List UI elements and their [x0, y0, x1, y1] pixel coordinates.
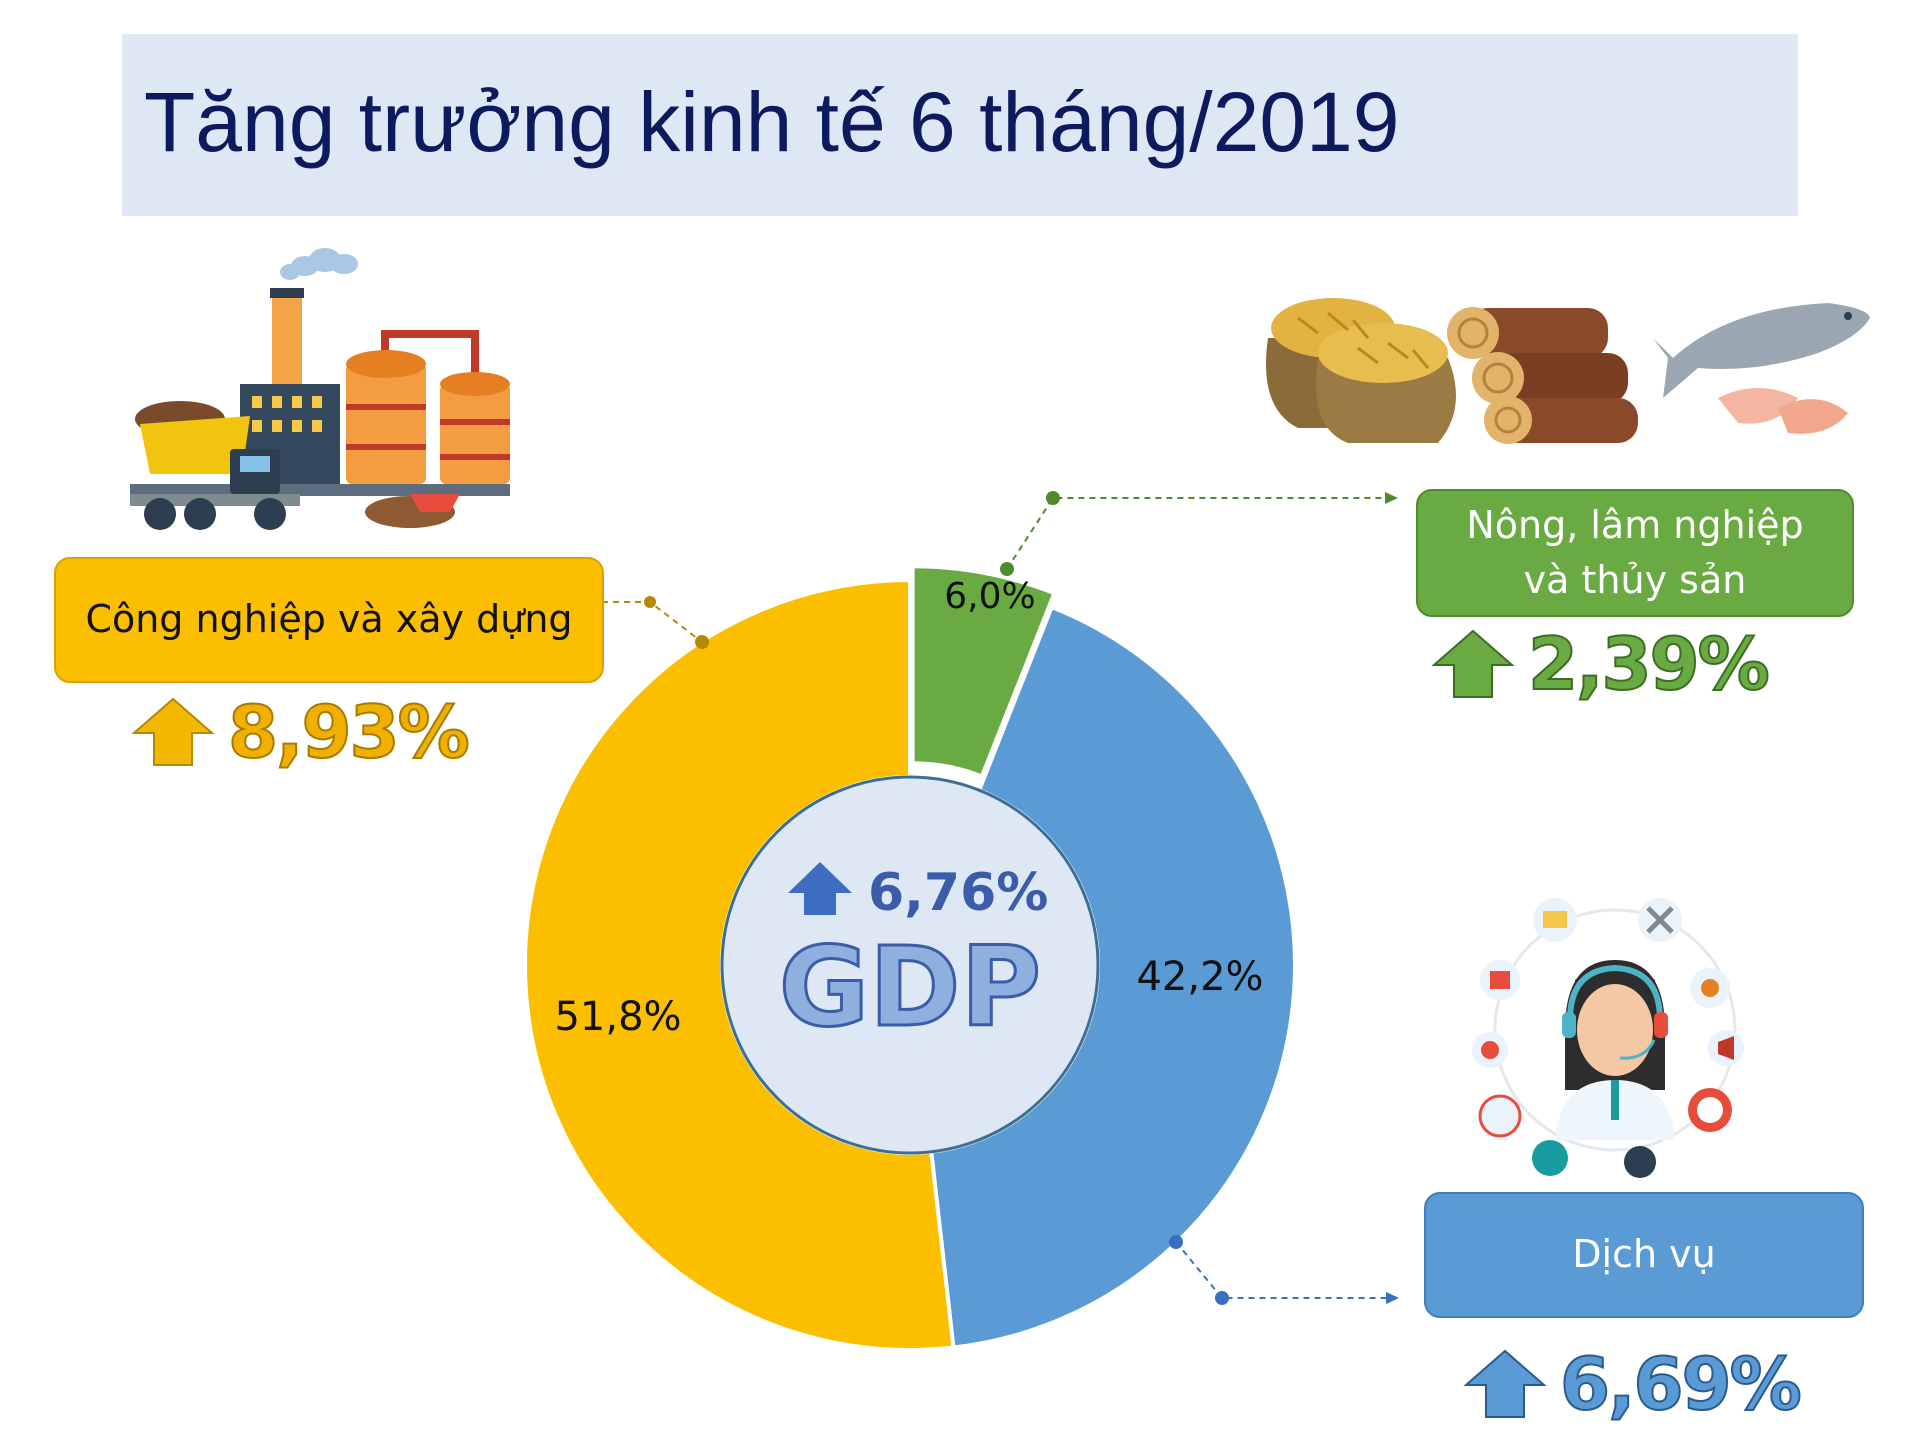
leader-dot-agriculture-mid: [1046, 491, 1060, 505]
service-icon-ring: [1472, 898, 1744, 1178]
title-band: Tăng trưởng kinh tế 6 tháng/2019: [122, 34, 1798, 216]
sector-box-industry: Công nghiệp và xây dựng: [54, 557, 604, 683]
leader-dot-service-mid: [1215, 1291, 1229, 1305]
growth-value-agriculture: 2,39%: [1527, 621, 1771, 707]
center-gdp-label: GDP: [779, 923, 1041, 1051]
up-arrow-icon: [131, 697, 215, 766]
call-center-service-illustration: [1472, 898, 1744, 1178]
sector-name-service: Dịch vụ: [1572, 1232, 1716, 1277]
growth-service: 6,69%: [1462, 1341, 1803, 1427]
growth-industry: 8,93%: [130, 689, 471, 775]
up-arrow-icon: [1463, 1349, 1547, 1418]
leader-dot-agriculture: [1000, 562, 1014, 576]
rice-sacks-icon: [1266, 298, 1456, 443]
sector-box-service: Dịch vụ: [1424, 1192, 1864, 1318]
slice-label-industry: 51,8%: [554, 994, 681, 1040]
leader-line-agriculture: [1006, 497, 1385, 570]
slice-label-service: 42,2%: [1136, 954, 1263, 1000]
sector-box-agriculture: Nông, lâm nghiệp và thủy sản: [1416, 489, 1854, 617]
leader-dot-service: [1169, 1235, 1183, 1249]
fish-shrimp-icon: [1653, 303, 1870, 434]
up-arrow-icon: [788, 862, 852, 915]
leader-dot-industry-end: [695, 635, 709, 649]
center-growth-value: 6,76%: [868, 863, 1048, 923]
operator-avatar: [1555, 960, 1675, 1140]
center-growth: 6,76%: [788, 862, 1048, 923]
growth-value-service: 6,69%: [1559, 1341, 1803, 1427]
slice-label-agriculture: 6,0%: [944, 576, 1035, 617]
smoke-cloud-icon: [280, 248, 358, 280]
donut-slice-agriculture: [910, 564, 1057, 780]
sector-name-agriculture-line1: Nông, lâm nghiệp: [1466, 502, 1804, 547]
leader-arrowhead-agriculture: [1385, 492, 1398, 504]
agriculture-forestry-fishery-illustration: [1266, 298, 1870, 444]
sector-name-agriculture-line2: và thủy sản: [1523, 558, 1747, 602]
up-arrow-icon: [1431, 629, 1515, 698]
sector-name-industry: Công nghiệp và xây dựng: [85, 597, 573, 642]
leader-arrowhead-service: [1386, 1292, 1399, 1304]
leader-dot-industry: [644, 596, 656, 608]
leader-line-industry: [602, 601, 703, 643]
growth-agriculture: 2,39%: [1430, 621, 1771, 707]
growth-value-industry: 8,93%: [227, 689, 471, 775]
leader-line-service: [1175, 1241, 1386, 1299]
timber-logs-icon: [1447, 307, 1638, 444]
factory-illustration: [130, 248, 510, 530]
page-title: Tăng trưởng kinh tế 6 tháng/2019: [144, 75, 1400, 169]
